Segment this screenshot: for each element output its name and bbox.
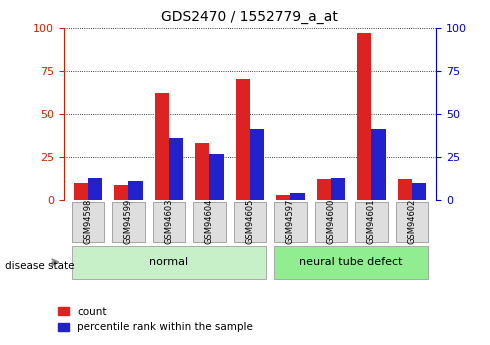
- FancyBboxPatch shape: [153, 202, 185, 242]
- FancyBboxPatch shape: [395, 202, 428, 242]
- Bar: [169, 138, 183, 200]
- Bar: [331, 178, 345, 200]
- Text: GSM94599: GSM94599: [124, 199, 133, 244]
- Text: GSM94597: GSM94597: [286, 199, 295, 244]
- Text: GSM94598: GSM94598: [83, 199, 93, 244]
- Bar: [114, 185, 128, 200]
- Text: GSM94600: GSM94600: [326, 199, 335, 244]
- Text: GSM94604: GSM94604: [205, 199, 214, 244]
- FancyBboxPatch shape: [355, 202, 388, 242]
- Bar: [195, 143, 209, 200]
- Text: disease state: disease state: [5, 262, 74, 271]
- Text: GSM94602: GSM94602: [407, 199, 416, 244]
- Bar: [209, 154, 223, 200]
- Text: normal: normal: [149, 257, 189, 267]
- Title: GDS2470 / 1552779_a_at: GDS2470 / 1552779_a_at: [162, 10, 338, 24]
- FancyBboxPatch shape: [234, 202, 266, 242]
- Bar: [128, 181, 143, 200]
- Text: GSM94605: GSM94605: [245, 199, 254, 244]
- Bar: [371, 129, 386, 200]
- FancyBboxPatch shape: [193, 202, 225, 242]
- Bar: [88, 178, 102, 200]
- Bar: [291, 193, 305, 200]
- Legend: count, percentile rank within the sample: count, percentile rank within the sample: [54, 303, 257, 336]
- FancyBboxPatch shape: [112, 202, 145, 242]
- Bar: [412, 183, 426, 200]
- Text: GSM94601: GSM94601: [367, 199, 376, 244]
- Text: neural tube defect: neural tube defect: [299, 257, 403, 267]
- Bar: [398, 179, 412, 200]
- FancyBboxPatch shape: [72, 246, 266, 279]
- FancyBboxPatch shape: [315, 202, 347, 242]
- FancyBboxPatch shape: [72, 202, 104, 242]
- FancyBboxPatch shape: [274, 246, 428, 279]
- Bar: [155, 93, 169, 200]
- Bar: [276, 195, 291, 200]
- Bar: [236, 79, 250, 200]
- Bar: [317, 179, 331, 200]
- FancyBboxPatch shape: [274, 202, 307, 242]
- Text: GSM94603: GSM94603: [165, 199, 173, 244]
- Bar: [357, 33, 371, 200]
- Bar: [74, 183, 88, 200]
- Bar: [250, 129, 264, 200]
